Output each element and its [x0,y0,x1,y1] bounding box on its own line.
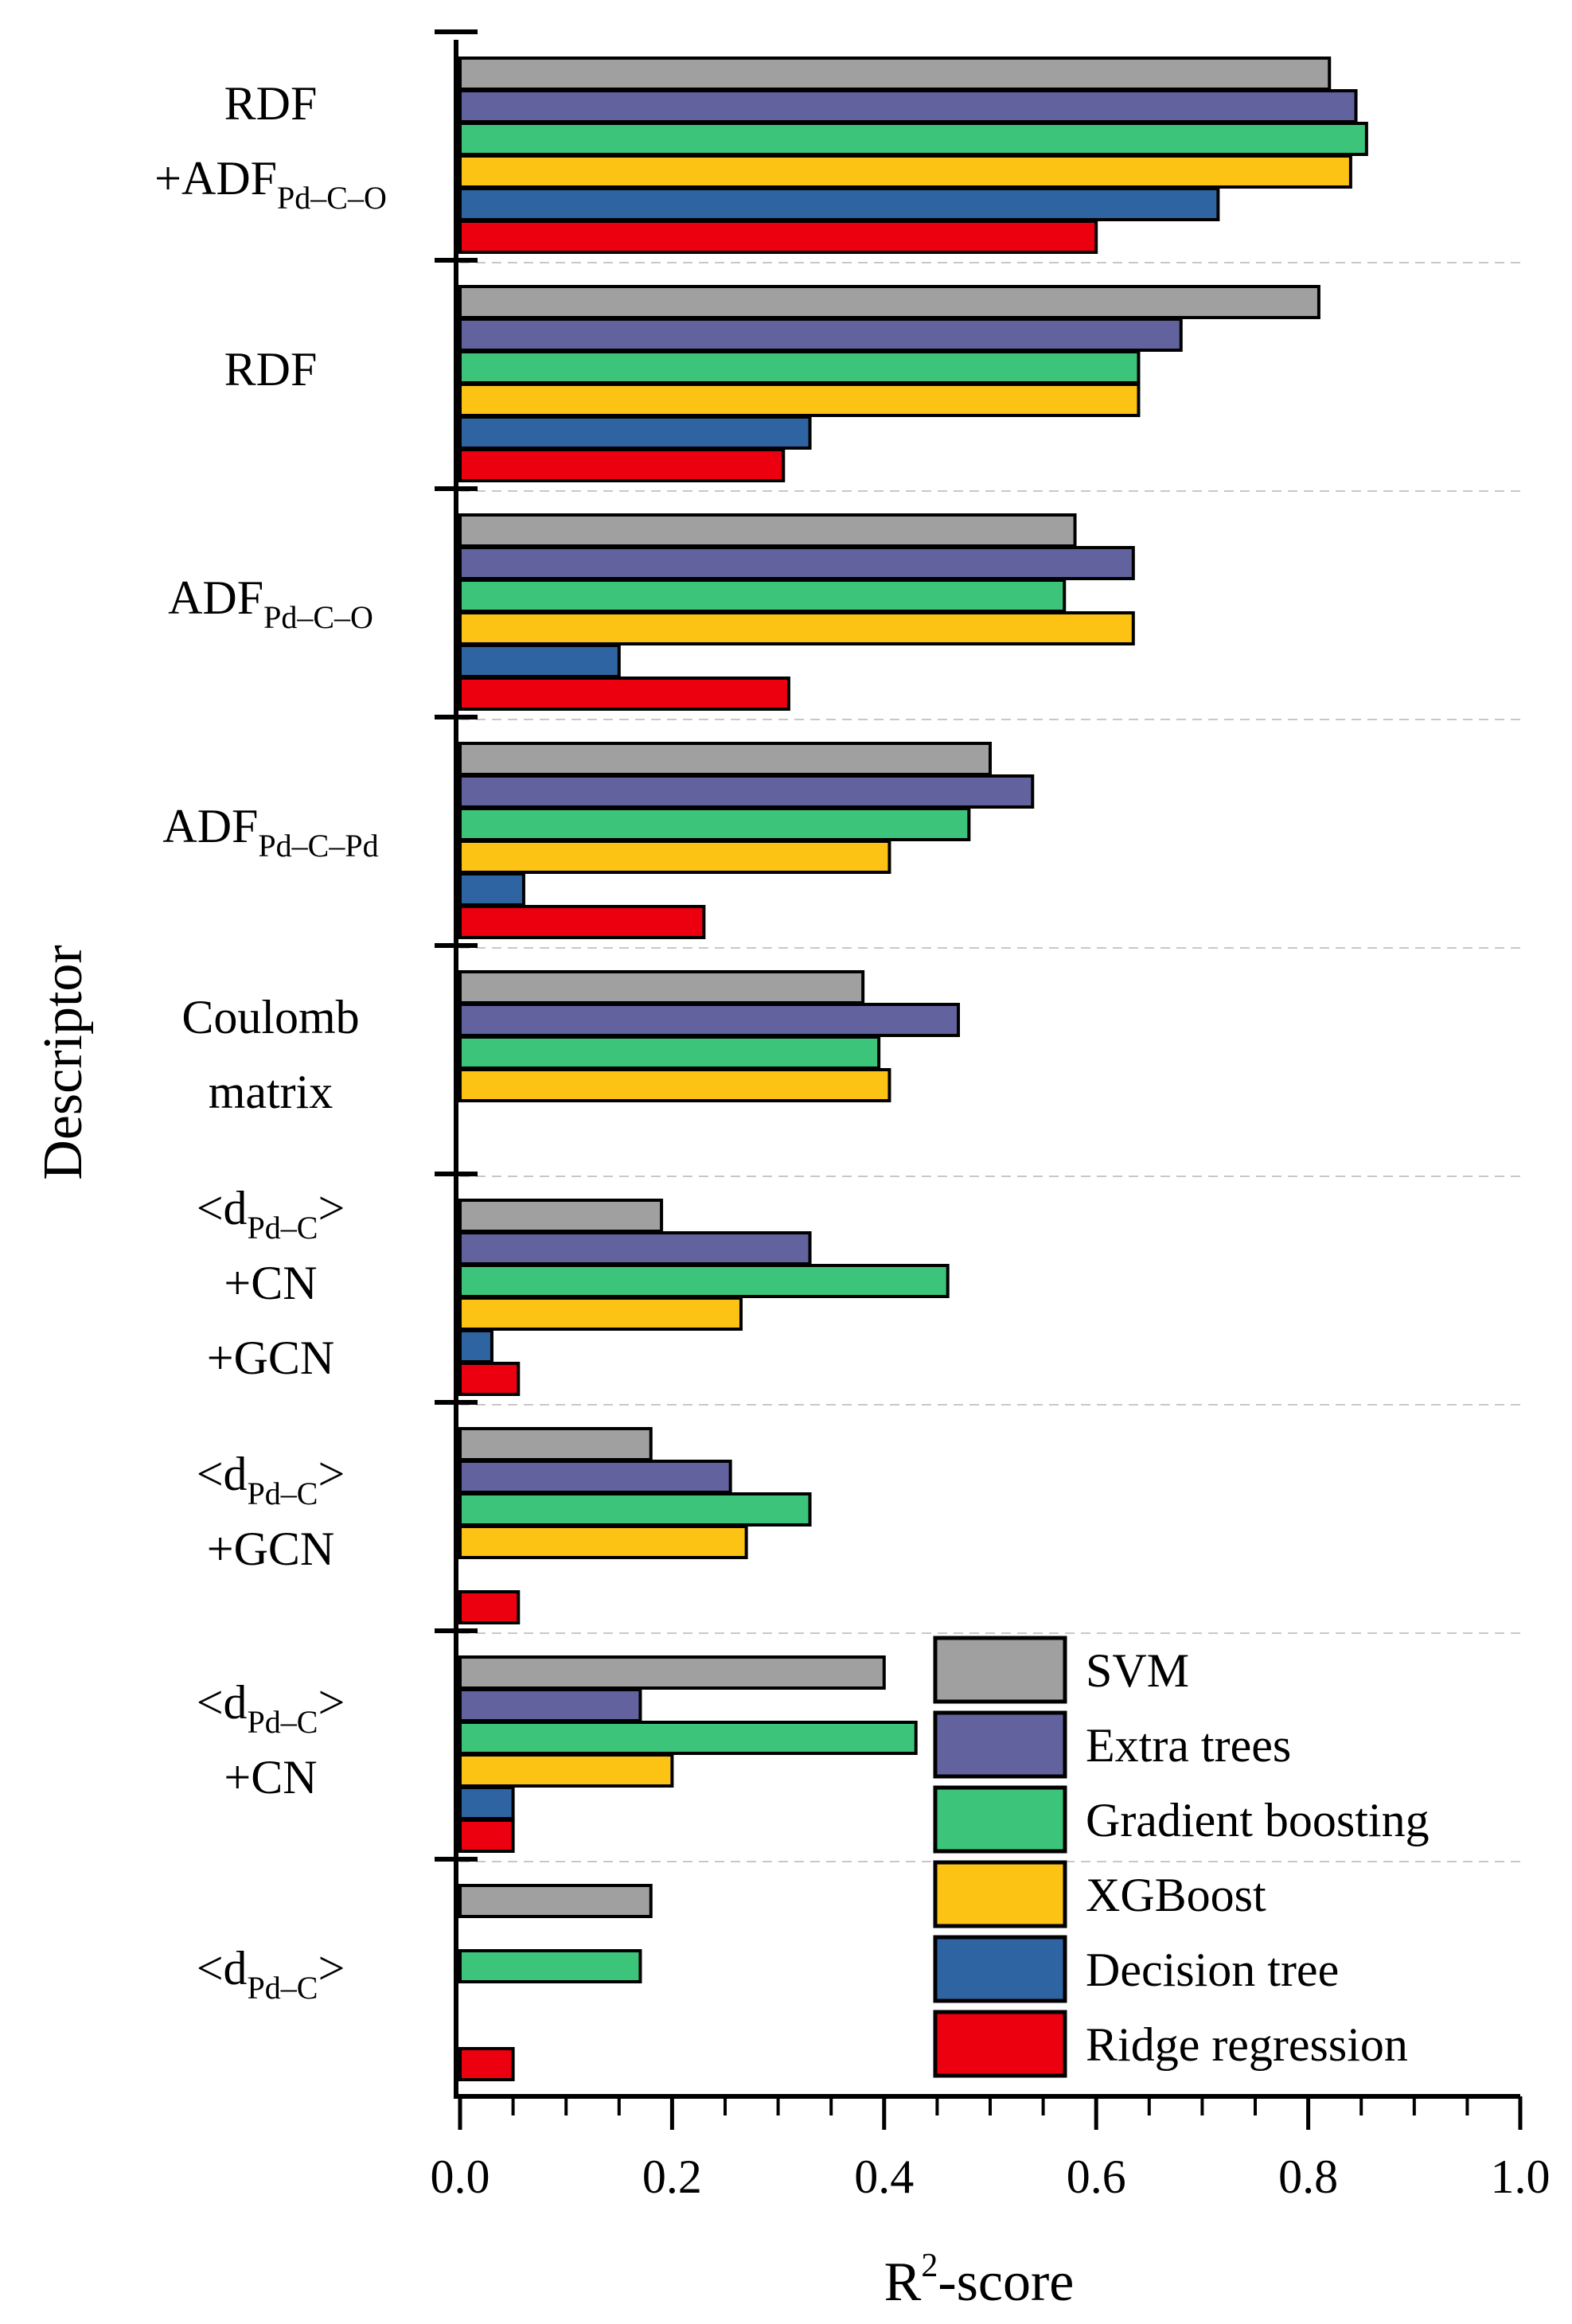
bar-xgboost [458,1297,743,1331]
category-label: +CN [224,1257,317,1309]
bar-svm [458,285,1320,319]
bar-decision-tree [458,187,1220,221]
bar-decision-tree [458,415,812,450]
bar-ridge-regression [458,1819,515,1853]
gridlines [460,262,1520,1862]
bar-svm [458,1884,653,1918]
bar-ridge-regression [458,677,790,711]
bar-extra-trees [458,1231,812,1265]
legend-label: Ridge regression [1086,2018,1408,2071]
axes [435,29,1520,2099]
bar-svm [458,513,1077,548]
bar-extra-trees [458,318,1183,352]
x-ticks: 0.0 0.2 0.4 0.6 0.8 1.0 [431,2096,1551,2203]
bar-extra-trees [458,1460,732,1494]
bar-extra-trees [458,774,1035,809]
bar-decision-tree [458,644,621,678]
bar-gradient-boosting [458,807,971,841]
category-label: +CN [224,1751,317,1803]
category-label: RDF [224,77,318,130]
bar-gradient-boosting [458,1492,812,1527]
x-tick-label: 0.2 [642,2150,702,2203]
category-label: ADFPd–C–Pd [162,800,378,864]
category-label: +ADFPd–C–O [154,152,387,216]
category-label: RDF [224,343,318,396]
legend-swatch-xgboost [933,1860,1067,1928]
category-label: +GCN [207,1332,335,1384]
legend-swatch-ridge-regression [933,2010,1067,2078]
bar-extra-trees [458,1003,961,1037]
y-axis-title: Descriptor [33,945,94,1180]
category-label: <dPd–C> [197,1448,345,1511]
bar-xgboost [458,154,1352,189]
bar-gradient-boosting [458,350,1141,384]
x-tick-label: 0.4 [854,2150,914,2203]
bar-xgboost [458,611,1135,645]
bar-gradient-boosting [458,1264,950,1298]
category-label: +GCN [207,1523,335,1575]
bar-ridge-regression [458,905,706,939]
bar-decision-tree [458,872,525,907]
category-label: <dPd–C> [197,1676,345,1740]
bar-extra-trees [458,546,1135,580]
bar-svm [458,970,865,1004]
bar-ridge-regression [458,448,786,482]
bar-decision-tree [458,1329,493,1363]
category-labels: RDF +ADFPd–C–O RDF ADFPd–C–O ADFPd–C–Pd Coulo… [154,77,387,2006]
bar-xgboost [458,1525,748,1559]
legend-swatch-gradient-boosting [933,1785,1067,1854]
legend-swatch-extra-trees [933,1710,1067,1779]
legend-swatch-svm [933,1636,1067,1704]
bar-svm [458,1427,653,1461]
bar-xgboost [458,840,891,874]
x-tick-label: 1.0 [1491,2150,1551,2203]
legend-swatch-decision-tree [933,1935,1067,2003]
x-tick-label: 0.0 [431,2150,490,2203]
bar-xgboost [458,1068,891,1102]
bar-ridge-regression [458,1590,521,1624]
bars [458,57,1368,2081]
bar-ridge-regression [458,2047,515,2081]
bar-extra-trees [458,1688,642,1722]
bar-decision-tree [458,1786,515,1820]
bar-gradient-boosting [458,122,1368,156]
legend-label: SVM [1086,1644,1189,1697]
category-label: matrix [209,1066,334,1118]
bar-gradient-boosting [458,1721,918,1755]
category-label: <dPd–C> [197,1942,345,2006]
bar-svm [458,1199,664,1233]
bar-svm [458,1655,886,1690]
category-label: <dPd–C> [197,1182,345,1246]
bar-ridge-regression [458,1362,521,1396]
category-label: ADFPd–C–O [168,571,373,635]
bar-svm [458,57,1332,91]
legend-label: Extra trees [1086,1719,1291,1772]
x-tick-label: 0.8 [1278,2150,1338,2203]
bar-gradient-boosting [458,1035,881,1070]
legend-label: XGBoost [1086,1869,1266,1921]
bar-xgboost [458,383,1141,417]
bar-ridge-regression [458,220,1098,254]
bar-gradient-boosting [458,1949,642,1983]
legend-label: Gradient boosting [1086,1794,1430,1846]
bar-svm [458,742,992,776]
bar-extra-trees [458,89,1358,123]
category-label: Coulomb [181,991,359,1043]
x-axis-title: R2-score [884,2248,1075,2313]
bar-gradient-boosting [458,579,1067,613]
bar-xgboost [458,1753,674,1788]
x-tick-label: 0.6 [1067,2150,1126,2203]
legend-label: Decision tree [1086,1944,1339,1996]
legend: SVM Extra trees Gradient boosting XGBoost De… [933,1636,1430,2078]
